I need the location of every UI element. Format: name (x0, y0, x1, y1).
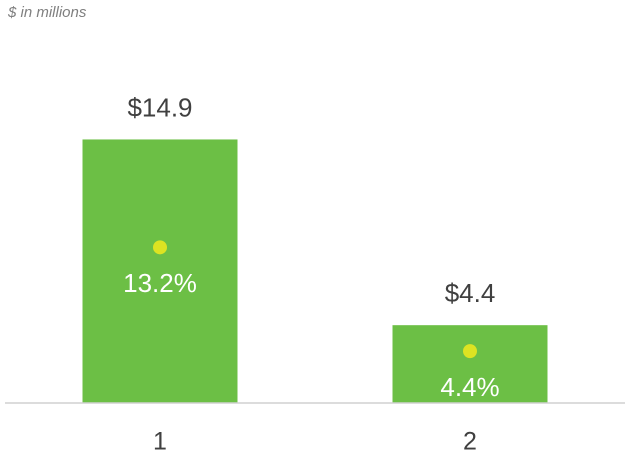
x-tick-label: 1 (153, 428, 167, 456)
bar-value-label: $4.4 (445, 278, 496, 308)
bar (82, 139, 238, 404)
chart-subtitle: $ in millions (7, 4, 87, 21)
bar (392, 325, 548, 403)
x-tick-label: 2 (463, 428, 477, 456)
dot-value-label: 13.2% (123, 268, 197, 298)
dot-value-label: 4.4% (440, 372, 499, 402)
dot (463, 344, 477, 359)
bar-value-label: $14.9 (127, 92, 192, 122)
dot (153, 240, 167, 255)
